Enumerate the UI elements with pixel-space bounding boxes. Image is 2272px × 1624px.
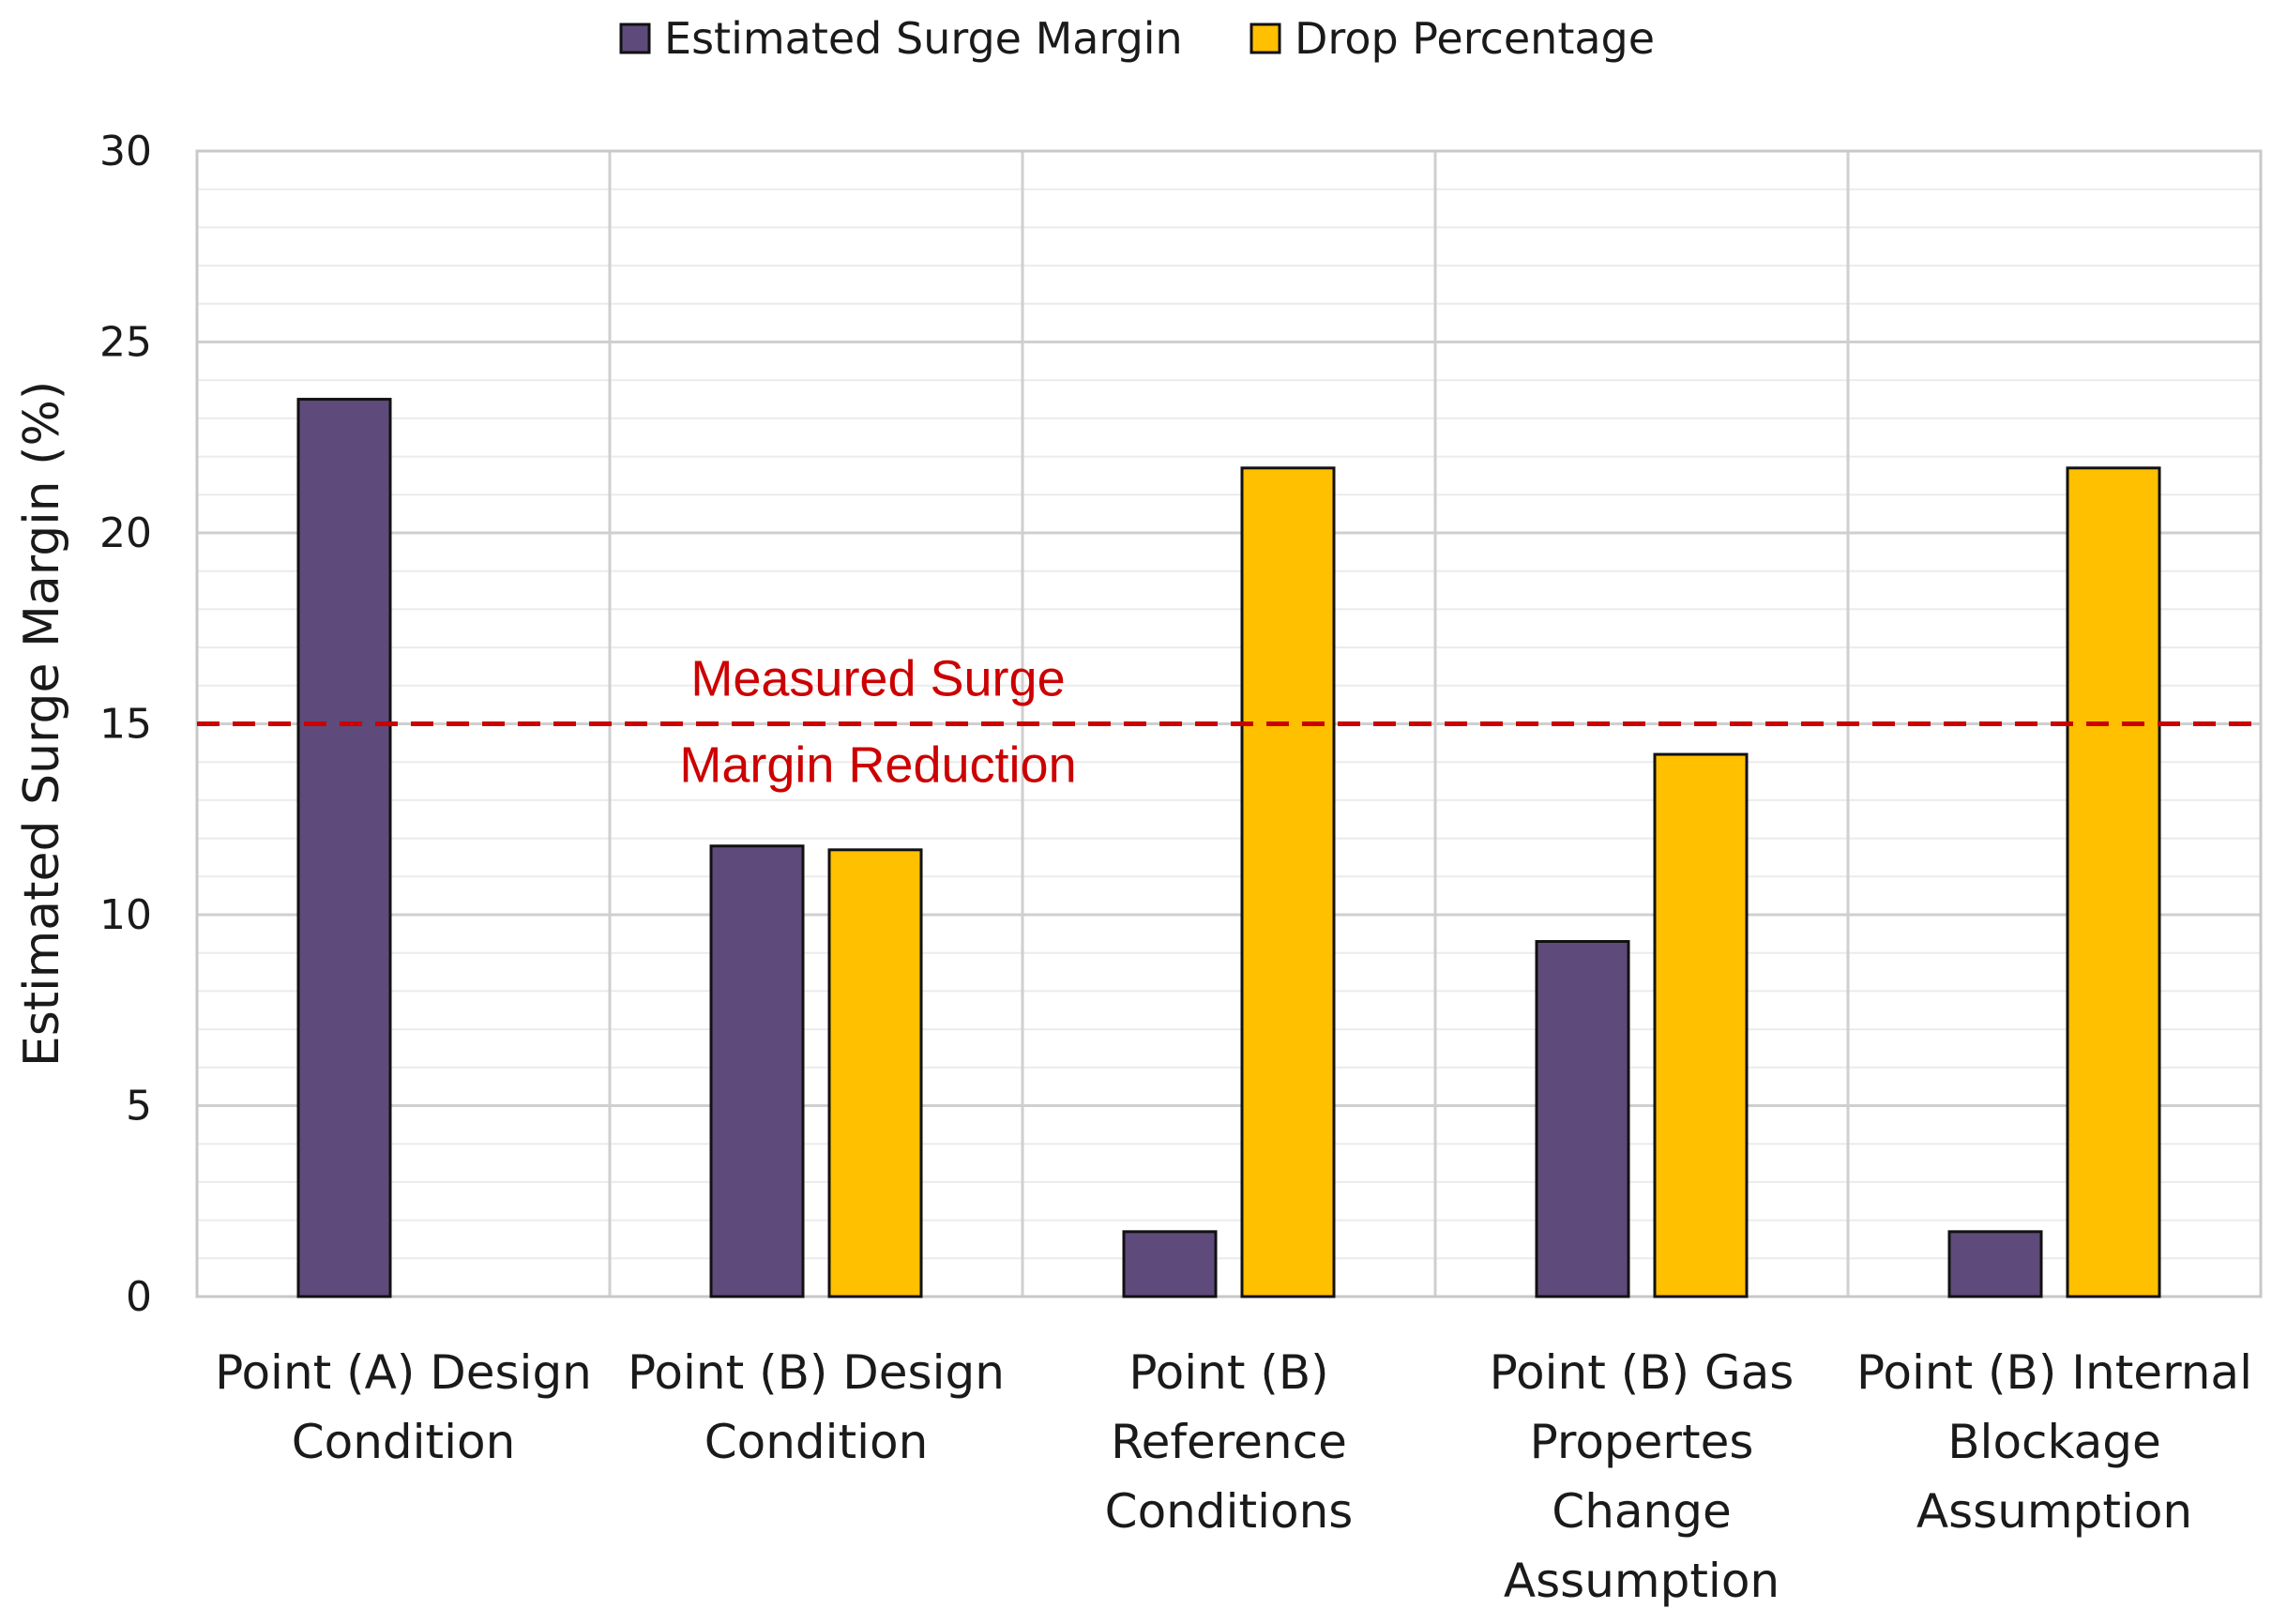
surge-margin-bar <box>296 398 392 1298</box>
y-axis-ticks: 0 5 10 15 20 25 30 <box>99 128 152 1321</box>
legend-label: Drop Percentage <box>1295 13 1655 64</box>
category-label: Condition <box>704 1415 929 1469</box>
surge-margin-bar <box>709 844 805 1298</box>
category-label: Condition <box>292 1415 516 1469</box>
y-tick-label: 20 <box>99 509 152 557</box>
drop-percentage-bar <box>827 848 923 1298</box>
bars <box>296 398 2161 1298</box>
category-label: Blockage <box>1947 1415 2161 1469</box>
category-label: Point (B) Internal <box>1856 1345 2252 1400</box>
surge-margin-bar <box>1535 939 1630 1298</box>
category-label: Propertes <box>1530 1415 1754 1469</box>
y-axis-title: Estimated Surge Margin (%) <box>14 381 70 1067</box>
category-label: Conditions <box>1105 1484 1354 1539</box>
category-label: Point (B) Design <box>628 1345 1005 1400</box>
gridlines <box>197 149 2261 1297</box>
y-tick-label: 30 <box>99 128 152 175</box>
y-tick-label: 10 <box>99 891 152 939</box>
category-label: Reference <box>1111 1415 1347 1469</box>
legend-swatch <box>619 23 651 54</box>
legend-item: Estimated Surge Margin <box>619 13 1183 64</box>
drop-percentage-bar <box>1653 752 1749 1298</box>
category-label: Assumption <box>1916 1484 2192 1539</box>
x-axis-labels: Point (A) Design Condition Point (B) Desig… <box>215 1345 2252 1608</box>
y-tick-label: 0 <box>126 1273 152 1321</box>
category-label: Point (A) Design <box>215 1345 592 1400</box>
category-label: Point (B) Gas <box>1490 1345 1795 1400</box>
legend-item: Drop Percentage <box>1250 13 1655 64</box>
y-tick-label: 5 <box>126 1083 152 1131</box>
drop-percentage-bar <box>2066 466 2161 1298</box>
reference-line-label: Margin Reduction <box>679 737 1076 794</box>
drop-percentage-bar <box>1240 466 1336 1298</box>
legend-label: Estimated Surge Margin <box>664 13 1183 64</box>
surge-margin-bar <box>1122 1230 1218 1298</box>
legend-swatch <box>1250 23 1281 54</box>
category-label: Assumption <box>1504 1554 1780 1608</box>
category-label: Point (B) <box>1128 1345 1328 1400</box>
surge-margin-bar <box>1947 1230 2043 1298</box>
category-label: Change <box>1552 1484 1731 1539</box>
y-tick-label: 15 <box>99 701 152 749</box>
reference-line-label: Measured Surge <box>690 651 1065 707</box>
legend: Estimated Surge Margin Drop Percentage <box>619 13 1655 64</box>
y-tick-label: 25 <box>99 319 152 367</box>
